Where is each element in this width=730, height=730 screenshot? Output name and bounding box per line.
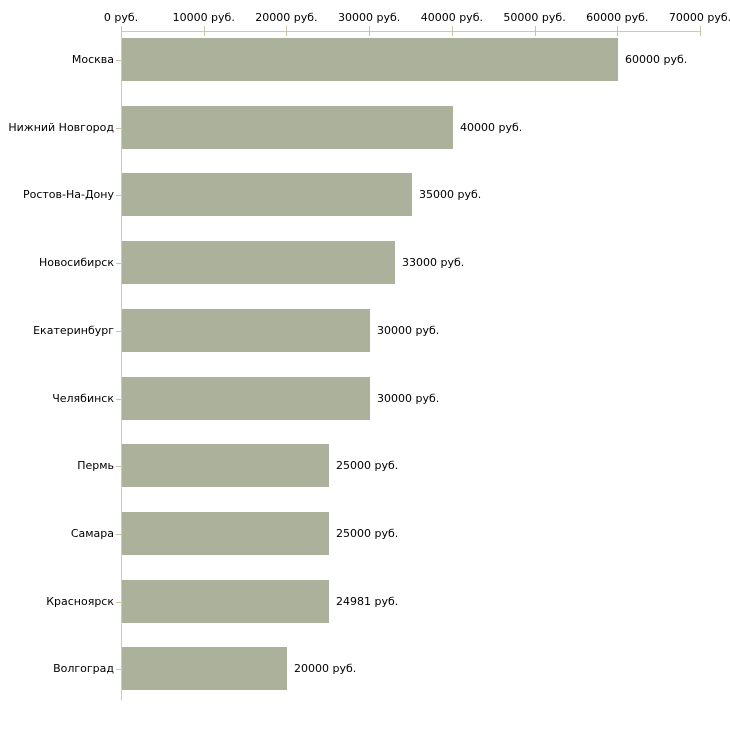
bar — [122, 512, 329, 555]
y-axis-tick-mark — [116, 602, 121, 603]
y-axis-tick-mark — [116, 331, 121, 332]
bar — [122, 38, 618, 81]
category-label: Волгоград — [53, 662, 114, 675]
x-axis-tick-mark — [203, 26, 205, 36]
x-axis-tick-label: 70000 руб. — [668, 11, 730, 24]
x-axis-line — [121, 31, 700, 32]
value-label: 60000 руб. — [625, 53, 688, 66]
category-label: Челябинск — [52, 392, 114, 405]
x-axis-tick-label: 40000 руб. — [420, 11, 483, 24]
x-axis-tick-mark — [451, 26, 453, 36]
category-label: Новосибирск — [38, 256, 114, 269]
value-label: 24981 руб. — [336, 595, 399, 608]
x-axis-tick-label: 0 руб. — [103, 11, 139, 24]
x-axis-tick-label: 30000 руб. — [338, 11, 401, 24]
x-axis-tick-label: 10000 руб. — [172, 11, 235, 24]
category-label: Нижний Новгород — [8, 121, 114, 134]
y-axis-tick-mark — [116, 195, 121, 196]
category-label: Ростов-На-Дону — [22, 188, 114, 201]
category-label: Пермь — [77, 459, 114, 472]
value-label: 25000 руб. — [336, 459, 399, 472]
bar — [122, 647, 287, 690]
bar — [122, 580, 329, 623]
value-label: 20000 руб. — [294, 662, 357, 675]
value-label: 40000 руб. — [460, 121, 523, 134]
value-label: 25000 руб. — [336, 527, 399, 540]
x-axis-tick-mark — [534, 26, 536, 36]
x-axis-tick-mark — [617, 26, 619, 36]
value-label: 30000 руб. — [377, 324, 440, 337]
bar — [122, 309, 370, 352]
bar — [122, 173, 412, 216]
x-axis-tick-label: 60000 руб. — [586, 11, 649, 24]
y-axis-tick-mark — [116, 534, 121, 535]
x-axis-tick-mark — [121, 26, 122, 36]
y-axis-tick-mark — [116, 466, 121, 467]
x-axis-tick-label: 50000 руб. — [503, 11, 566, 24]
y-axis-tick-mark — [116, 128, 121, 129]
bar — [122, 241, 395, 284]
y-axis-tick-mark — [116, 263, 121, 264]
bar — [122, 377, 370, 420]
category-label: Красноярск — [46, 595, 114, 608]
category-label: Самара — [70, 527, 114, 540]
x-axis-tick-mark — [286, 26, 288, 36]
bar — [122, 444, 329, 487]
value-label: 33000 руб. — [402, 256, 465, 269]
y-axis-tick-mark — [116, 60, 121, 61]
category-label: Москва — [71, 53, 114, 66]
x-axis-tick-mark — [700, 26, 701, 36]
x-axis-tick-mark — [369, 26, 371, 36]
y-axis-line — [121, 31, 122, 701]
bar — [122, 106, 453, 149]
x-axis-tick-label: 20000 руб. — [255, 11, 318, 24]
y-axis-tick-mark — [116, 399, 121, 400]
value-label: 35000 руб. — [419, 188, 482, 201]
y-axis-tick-mark — [116, 669, 121, 670]
value-label: 30000 руб. — [377, 392, 440, 405]
category-label: Екатеринбург — [33, 324, 114, 337]
